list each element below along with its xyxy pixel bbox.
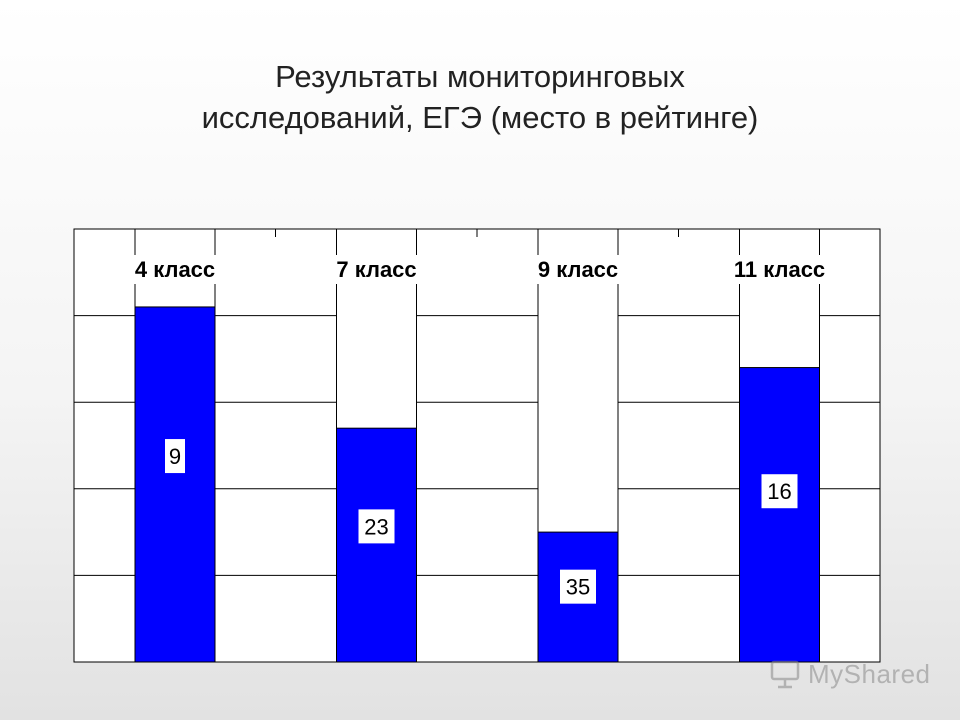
bar: [336, 427, 417, 663]
category-label: 4 класс: [135, 257, 215, 282]
category-label: 11 класс: [734, 257, 825, 282]
watermark-text: MyShared: [808, 658, 931, 689]
category-label: 7 класс: [336, 257, 416, 282]
data-label: 35: [566, 575, 590, 600]
data-label: 16: [767, 479, 791, 504]
chart-title: Результаты мониторинговых исследований, …: [80, 56, 880, 138]
chart-title-line-2: исследований, ЕГЭ (место в рейтинге): [201, 100, 759, 135]
bar: [739, 367, 820, 663]
chart-title-line-1: Результаты мониторинговых: [275, 59, 685, 94]
data-labels: 9 23 35 16: [165, 439, 798, 604]
projector-screen-icon: [770, 660, 800, 689]
category-label-box: [534, 255, 622, 284]
watermark: MyShared: [770, 656, 931, 692]
data-label: 23: [364, 514, 388, 539]
bar: [134, 306, 216, 663]
data-label-box: [165, 439, 185, 474]
data-label: 9: [169, 444, 181, 469]
category-label-box: [333, 255, 420, 284]
category-label-box: [131, 255, 219, 284]
category-label-box: [730, 255, 829, 284]
plot-border: [73, 228, 881, 663]
data-label-box: [358, 509, 395, 544]
data-label-box: [761, 474, 798, 509]
data-label-box: [560, 569, 596, 604]
category-label: 9 класс: [538, 257, 618, 282]
category-labels: 4 класс 7 класс 9 класс 11 класс: [131, 255, 829, 284]
